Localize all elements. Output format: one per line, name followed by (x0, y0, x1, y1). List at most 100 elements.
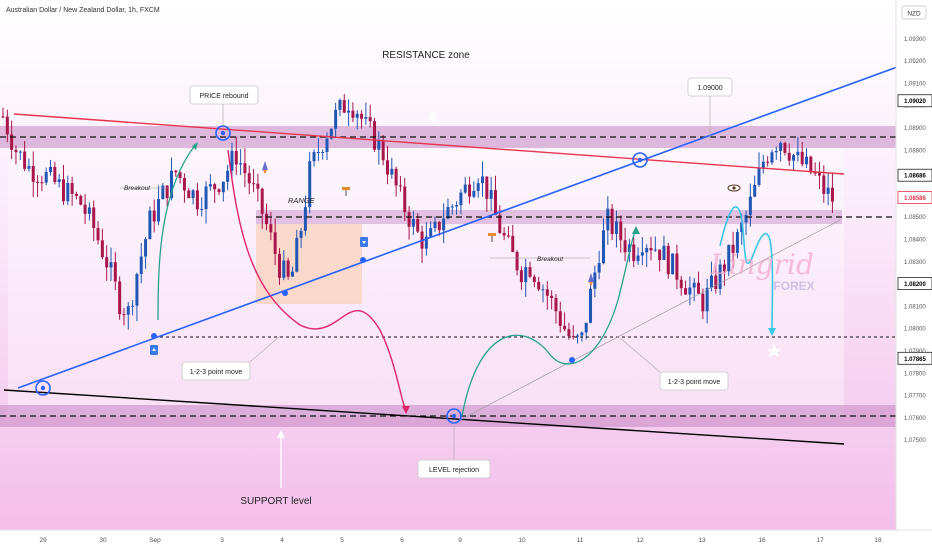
candle-body (792, 155, 796, 161)
candle-body (217, 189, 221, 193)
candle-body (601, 230, 605, 264)
candle-body (528, 267, 532, 277)
candle-body (744, 215, 748, 223)
candle-body (632, 244, 636, 262)
time-axis (0, 530, 896, 550)
candle-body (645, 247, 649, 253)
candle-body (485, 176, 489, 199)
candle-body (368, 117, 372, 122)
candle-body (122, 314, 126, 316)
candle-body (554, 297, 558, 312)
candle-body (809, 156, 813, 173)
candle-body (44, 171, 48, 183)
x-tick-label: 11 (577, 537, 584, 544)
price-axis (896, 0, 932, 550)
y-tick-label: 1.08900 (904, 126, 926, 132)
candle-body (658, 249, 662, 260)
candle-body (126, 306, 130, 315)
candle-body (208, 184, 212, 187)
x-tick-label: 29 (39, 537, 47, 544)
teal-arrowhead-right (632, 226, 640, 234)
candle-body (468, 184, 472, 197)
rocket-icon (262, 161, 268, 170)
y-tick-label: 1.08400 (904, 238, 926, 244)
candle-body (662, 245, 666, 260)
candle-body (221, 181, 225, 193)
pivot-dot (220, 130, 226, 136)
price-rebound-box (189, 85, 259, 105)
candle-body (144, 239, 148, 257)
x-tick-label: 4 (280, 537, 284, 544)
candle-body (813, 172, 817, 174)
candle-body (589, 288, 593, 323)
candle-body (169, 170, 173, 199)
x-tick-label: 18 (874, 537, 882, 544)
candle-body (87, 207, 91, 214)
candle-body (636, 255, 640, 262)
candle-body (805, 156, 809, 165)
candle-body (92, 207, 96, 228)
candle-body (239, 163, 243, 165)
currency-button[interactable] (901, 5, 927, 20)
candle-body (800, 151, 804, 165)
candle-body (385, 160, 389, 175)
candle-body (187, 190, 191, 199)
candle-body (174, 170, 178, 173)
candle-body (822, 175, 826, 194)
candle-body (40, 182, 44, 184)
pink-arrowhead (402, 406, 410, 414)
candle-body (338, 100, 342, 110)
target-level-text: 1.09000 (697, 85, 722, 92)
candle-body (550, 295, 554, 298)
point-move-left-text: 1-2-3 point move (190, 369, 243, 376)
candle-body (714, 275, 718, 289)
candle-body (66, 183, 70, 202)
resistance-zone-label: RESISTANCE zone (382, 50, 470, 61)
x-tick-label: 17 (816, 537, 824, 544)
candle-body (424, 236, 428, 249)
candle-body (213, 184, 217, 190)
candle-body (666, 245, 670, 275)
candle-body (148, 210, 152, 240)
candle-body (18, 151, 22, 153)
pivot-dot (40, 385, 46, 391)
candle-body (195, 190, 199, 210)
plot-background (0, 0, 896, 530)
x-tick-label: 12 (636, 537, 644, 544)
candle-body (329, 128, 333, 139)
candle-body (299, 230, 303, 238)
pivot-circle (632, 152, 648, 168)
candle-body (571, 336, 575, 338)
candle-body (351, 110, 355, 118)
x-tick-label: 30 (99, 537, 107, 544)
teal-curve-right (461, 229, 637, 417)
y-tick-label: 1.07500 (904, 438, 926, 444)
support-level-label: SUPPORT level (240, 496, 311, 507)
candle-body (113, 262, 117, 282)
star-icon (767, 344, 781, 357)
pivot-circle (35, 380, 51, 396)
candle-body (5, 116, 9, 135)
y-tick-label: 1.08100 (904, 304, 926, 310)
forecast-path (719, 206, 774, 331)
candle-body (79, 195, 83, 205)
symbol-title: Australian Dollar / New Zealand Dollar, … (6, 7, 160, 14)
pink-projection-curve (227, 149, 407, 413)
candle-body (312, 152, 316, 162)
y-tick-label: 1.07800 (904, 371, 926, 377)
y-tick-label: 1.09100 (904, 81, 926, 87)
point-move-right-box (659, 371, 729, 391)
candle-body (442, 218, 446, 231)
candle-body (455, 205, 459, 207)
candle-body (761, 161, 765, 168)
pivot-dot (637, 157, 643, 163)
touch-dot (360, 257, 366, 263)
candle-body (753, 184, 757, 197)
candle-body (308, 161, 312, 208)
candles-group (1, 93, 834, 344)
candle-body (342, 100, 346, 113)
candle-body (770, 152, 774, 163)
candle-body (394, 168, 398, 186)
candle-body (403, 186, 407, 213)
